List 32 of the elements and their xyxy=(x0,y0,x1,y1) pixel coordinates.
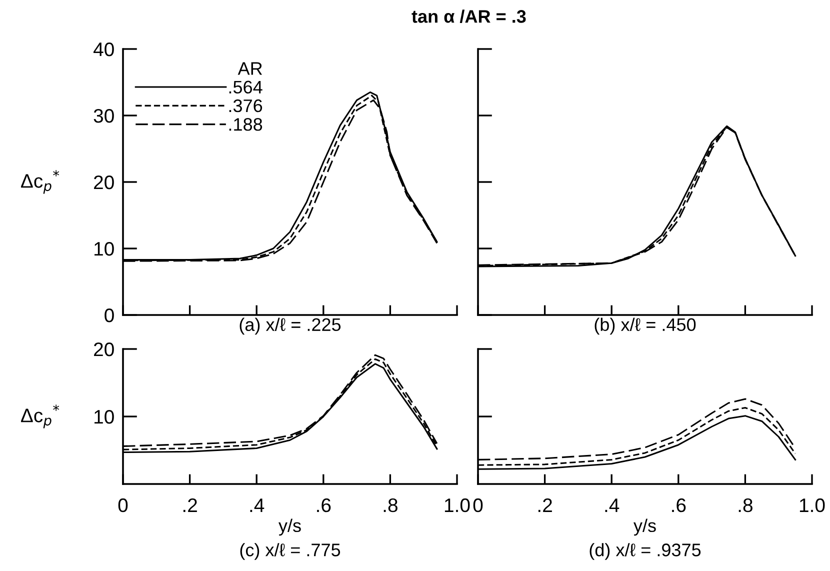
y-axis-title: Δc$_{p}$$^{*}$ xyxy=(21,404,60,428)
chart-title: tan α /AR = .3 xyxy=(412,10,526,24)
y-tick-label: 20 xyxy=(94,175,114,190)
legend-label: .188 xyxy=(229,118,262,131)
x-axis-title: y/s xyxy=(634,518,656,536)
y-tick-label: 40 xyxy=(93,42,114,56)
x-tick-label: .8 xyxy=(738,498,752,512)
x-axis-title: y/s xyxy=(278,518,301,536)
text: (c) x/ℓ = .775 xyxy=(240,543,340,560)
y-tick-label: 30 xyxy=(94,108,114,123)
y-tick-label: 0 xyxy=(104,308,114,322)
x-tick-label: .4 xyxy=(250,498,264,512)
x-axis-title: (b) x/ℓ = .450 xyxy=(594,318,696,335)
x-tick-label: .8 xyxy=(384,498,398,512)
y-axis-title: Δc$_{p}$$^{*}$ xyxy=(21,170,60,194)
text: (d) x/ℓ = .9375 xyxy=(590,543,701,560)
x-axis-title: (a) x/ℓ = .225 xyxy=(240,318,341,335)
x-tick-label: 1.0 xyxy=(800,498,825,512)
x-tick-label: 1.0 xyxy=(444,498,470,512)
x-tick-label: 0 xyxy=(473,498,483,512)
x-tick-label: .2 xyxy=(183,498,197,512)
legend-label: .564 xyxy=(229,80,262,94)
x-tick-label: .4 xyxy=(605,498,620,512)
y-tick-label: 10 xyxy=(94,410,114,424)
x-tick-label: .6 xyxy=(672,498,686,512)
x-tick-label: .6 xyxy=(317,498,331,512)
x-tick-label: .2 xyxy=(538,498,552,512)
x-tick-label: 0 xyxy=(118,498,128,512)
y-tick-label: 20 xyxy=(94,342,114,356)
legend-title: AR xyxy=(238,62,262,75)
legend-label: .376 xyxy=(229,99,262,112)
y-tick-label: 10 xyxy=(94,242,114,256)
